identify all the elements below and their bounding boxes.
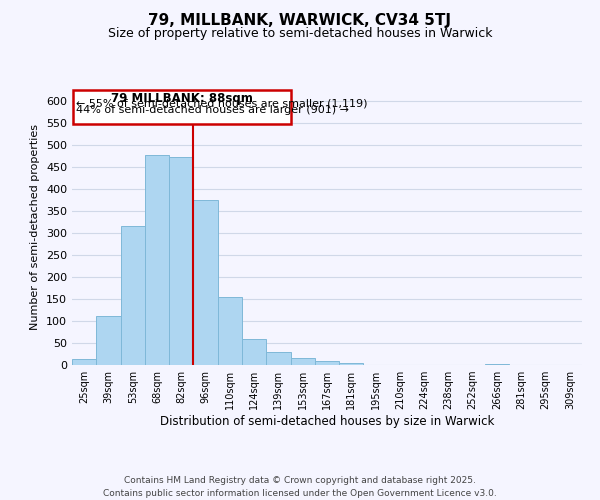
Bar	[290, 358, 315, 365]
Bar	[218, 297, 242, 365]
Text: 79, MILLBANK, WARWICK, CV34 5TJ: 79, MILLBANK, WARWICK, CV34 5TJ	[149, 12, 452, 28]
Bar	[96, 316, 121, 365]
Text: Size of property relative to semi-detached houses in Warwick: Size of property relative to semi-detach…	[108, 28, 492, 40]
Bar	[72, 360, 96, 365]
Bar	[485, 364, 509, 365]
Bar	[145, 154, 169, 365]
FancyBboxPatch shape	[73, 90, 290, 124]
Bar	[339, 363, 364, 365]
Text: ← 55% of semi-detached houses are smaller (1,119): ← 55% of semi-detached houses are smalle…	[76, 98, 367, 108]
Bar	[193, 200, 218, 365]
Text: 79 MILLBANK: 88sqm: 79 MILLBANK: 88sqm	[111, 92, 253, 105]
Bar	[169, 157, 193, 365]
Bar	[266, 352, 290, 365]
Bar	[121, 226, 145, 365]
X-axis label: Distribution of semi-detached houses by size in Warwick: Distribution of semi-detached houses by …	[160, 415, 494, 428]
Text: Contains HM Land Registry data © Crown copyright and database right 2025.
Contai: Contains HM Land Registry data © Crown c…	[103, 476, 497, 498]
Bar	[315, 361, 339, 365]
Bar	[242, 339, 266, 365]
Y-axis label: Number of semi-detached properties: Number of semi-detached properties	[31, 124, 40, 330]
Text: 44% of semi-detached houses are larger (901) →: 44% of semi-detached houses are larger (…	[76, 105, 349, 115]
